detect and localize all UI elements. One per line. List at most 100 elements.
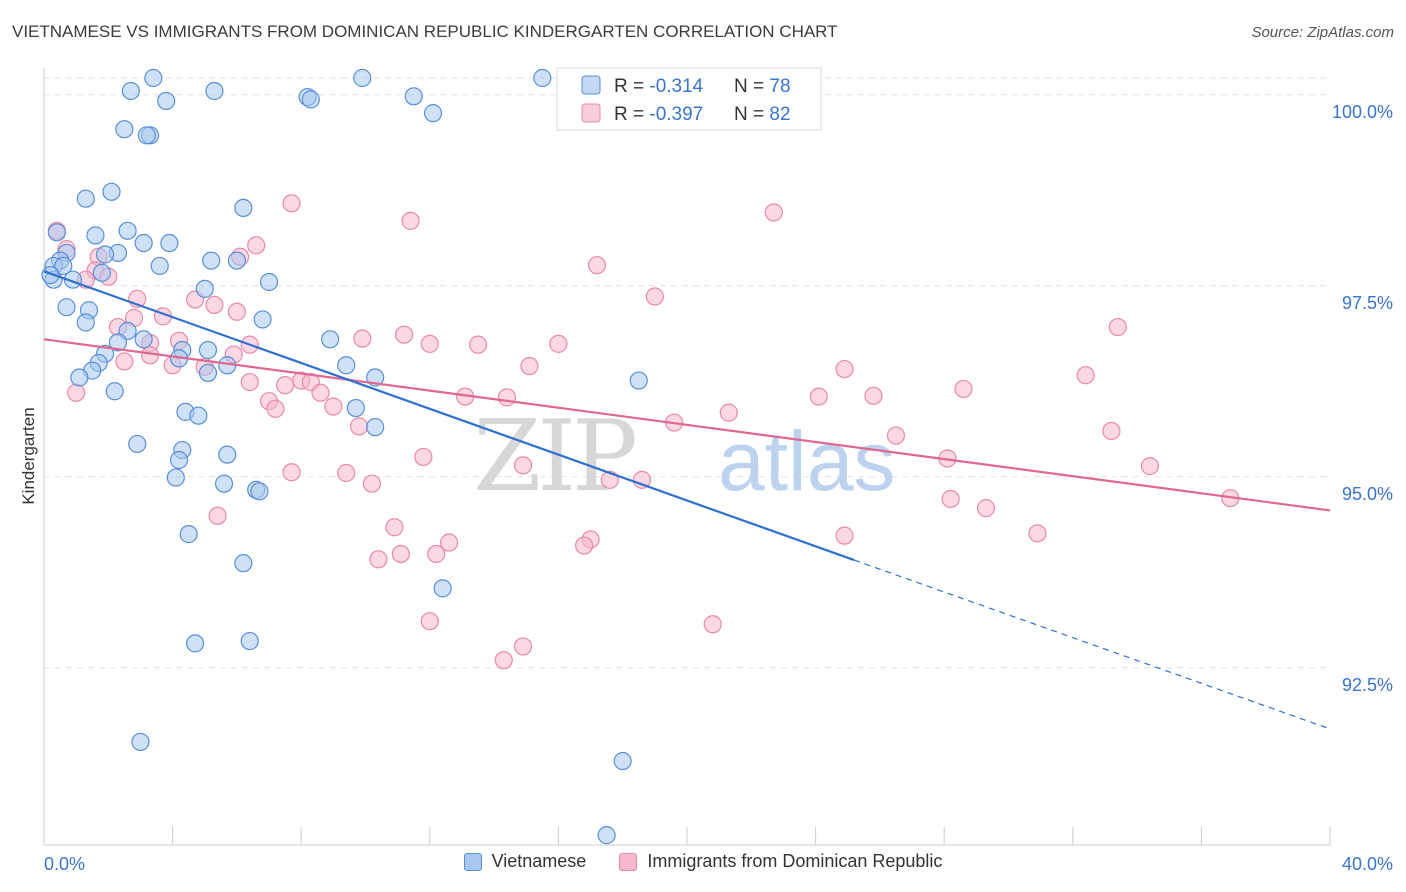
vietnamese-point — [234, 198, 253, 217]
dominican-point — [703, 615, 722, 634]
dominican-point — [468, 335, 488, 354]
vietnamese-point — [366, 418, 385, 437]
legend-swatch-blue — [581, 75, 601, 95]
vietnamese-point — [227, 251, 246, 270]
vietnamese-point — [95, 245, 115, 264]
dominican-point — [240, 372, 259, 392]
dominican-point — [719, 403, 738, 422]
dominican-point — [549, 334, 568, 353]
vietnamese-point — [47, 223, 66, 242]
legend-n-label: N = — [734, 76, 769, 97]
dominican-point — [349, 417, 369, 436]
dominican-point — [1108, 317, 1127, 337]
dominican-point — [247, 236, 266, 255]
vietnamese-point — [134, 330, 153, 349]
legend-r-label: R = — [614, 76, 649, 97]
dominican-point — [401, 211, 420, 230]
dominican-point — [67, 383, 86, 402]
trend-line-dominican — [43, 338, 1331, 512]
vietnamese-point — [321, 330, 340, 349]
dominican-point — [115, 352, 134, 371]
legend-n-value: 78 — [769, 76, 790, 97]
vietnamese-point — [118, 221, 137, 240]
vietnamese-point — [195, 279, 214, 298]
dominican-point — [886, 426, 906, 445]
series-dominican-points — [47, 194, 1240, 670]
y-tick-label: 97.5% — [1342, 293, 1393, 313]
vietnamese-point — [198, 340, 218, 360]
vietnamese-point — [186, 634, 205, 653]
svg-text:R = -0.397: R = -0.397 — [614, 104, 703, 125]
dominican-point — [439, 533, 459, 552]
series-legend: Vietnamese Immigrants from Dominican Rep… — [0, 851, 1406, 876]
dominican-point — [324, 397, 343, 416]
vietnamese-point — [150, 256, 169, 276]
vietnamese-point — [169, 450, 189, 470]
dominican-point — [520, 356, 539, 376]
dominican-point — [391, 544, 410, 564]
vietnamese-point — [166, 468, 185, 487]
dominican-point — [420, 334, 439, 353]
vietnamese-point — [346, 398, 365, 418]
legend-swatch-pink — [581, 103, 601, 123]
dominican-point — [1028, 524, 1047, 543]
vietnamese-point — [157, 91, 176, 111]
dominican-point — [954, 379, 973, 399]
dominican-point — [266, 399, 285, 418]
vietnamese-point — [160, 233, 179, 253]
vietnamese-point — [205, 81, 224, 101]
legend-item-vietnamese[interactable]: Vietnamese — [463, 851, 587, 872]
legend-item-dominican[interactable]: Immigrants from Dominican Republic — [619, 851, 942, 872]
vietnamese-point — [218, 445, 237, 464]
vietnamese-point — [404, 87, 423, 106]
source-label: Source: ZipAtlas.com — [1251, 24, 1394, 41]
vietnamese-point — [259, 272, 279, 292]
x-tick-label: 0.0% — [44, 854, 85, 874]
vietnamese-point — [57, 298, 76, 317]
y-tick-label: 92.5% — [1342, 675, 1393, 695]
y-tick-label: 100.0% — [1332, 102, 1393, 122]
vietnamese-point — [54, 256, 73, 276]
legend-label-dominican: Immigrants from Dominican Republic — [647, 851, 943, 871]
dominican-point — [385, 518, 404, 537]
vietnamese-point — [70, 368, 89, 387]
svg-text:R = -0.314: R = -0.314 — [614, 76, 704, 97]
vietnamese-point — [179, 525, 198, 544]
y-tick-label: 95.0% — [1342, 484, 1393, 504]
vietnamese-point — [115, 120, 134, 139]
dominican-point — [227, 302, 246, 321]
legend-r-label: R = — [614, 104, 649, 125]
vietnamese-point — [234, 554, 253, 573]
dominican-point — [1102, 421, 1121, 441]
dominican-point — [414, 447, 433, 467]
legend-r-value: -0.314 — [649, 76, 703, 97]
svg-text:N = 78: N = 78 — [734, 76, 791, 97]
series-vietnamese-points — [41, 68, 648, 845]
legend-n-value: 82 — [769, 104, 790, 125]
vietnamese-point — [250, 482, 269, 501]
legend-label-vietnamese: Vietnamese — [491, 851, 587, 871]
vietnamese-point — [131, 732, 150, 752]
y-axis-label: Kindergarten — [19, 407, 38, 504]
vietnamese-point — [533, 68, 552, 88]
vietnamese-point — [134, 233, 153, 253]
tick-labels: 92.5% 95.0% 97.5% 100.0% 0.0% 40.0% — [44, 102, 1393, 874]
dominican-point — [835, 359, 854, 379]
dominican-point — [1140, 457, 1160, 476]
dominican-point — [864, 386, 883, 405]
vietnamese-point — [613, 751, 632, 771]
dominican-point — [497, 388, 517, 407]
legend-r-value: -0.397 — [649, 104, 703, 125]
vietnamese-point — [214, 474, 234, 493]
dominican-point — [764, 203, 783, 222]
vietnamese-point — [189, 406, 208, 425]
axes — [43, 68, 1331, 846]
trend-lines — [43, 270, 1331, 730]
dominican-point — [282, 463, 301, 482]
dominican-point — [311, 383, 330, 402]
vietnamese-point — [433, 579, 452, 598]
trend-line-vietnamese — [43, 270, 855, 562]
vietnamese-point — [86, 226, 105, 245]
grid-lines — [44, 77, 1330, 669]
vietnamese-point — [102, 182, 121, 201]
